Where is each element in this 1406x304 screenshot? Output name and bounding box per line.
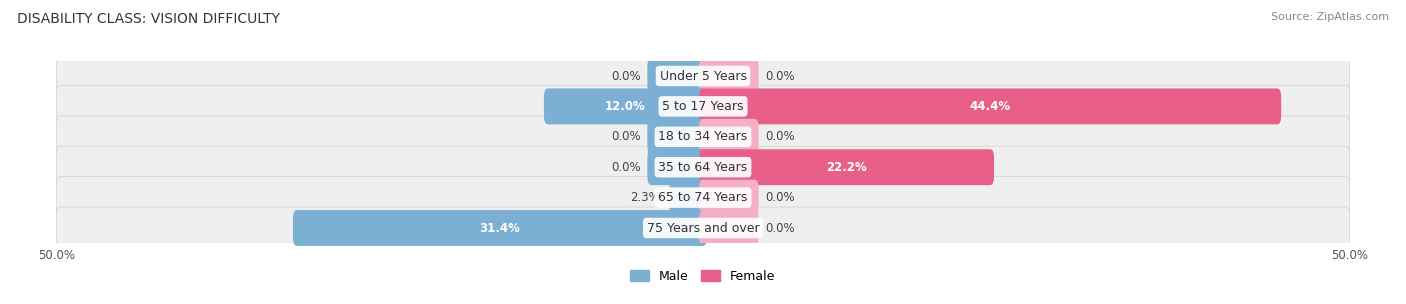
Text: 35 to 64 Years: 35 to 64 Years [658, 161, 748, 174]
FancyBboxPatch shape [699, 88, 1281, 124]
FancyBboxPatch shape [56, 146, 1350, 188]
Text: 5 to 17 Years: 5 to 17 Years [662, 100, 744, 113]
FancyBboxPatch shape [56, 177, 1350, 219]
FancyBboxPatch shape [56, 207, 1350, 249]
Text: 0.0%: 0.0% [612, 130, 641, 143]
Text: 0.0%: 0.0% [765, 222, 794, 234]
Text: 22.2%: 22.2% [827, 161, 868, 174]
Text: 0.0%: 0.0% [765, 70, 794, 82]
Text: 2.3%: 2.3% [630, 191, 661, 204]
Text: 0.0%: 0.0% [765, 191, 794, 204]
Text: 65 to 74 Years: 65 to 74 Years [658, 191, 748, 204]
FancyBboxPatch shape [56, 55, 1350, 97]
Legend: Male, Female: Male, Female [626, 265, 780, 288]
Text: 75 Years and over: 75 Years and over [647, 222, 759, 234]
FancyBboxPatch shape [647, 149, 707, 185]
FancyBboxPatch shape [647, 119, 707, 155]
Text: 31.4%: 31.4% [479, 222, 520, 234]
FancyBboxPatch shape [647, 58, 707, 94]
FancyBboxPatch shape [292, 210, 707, 246]
FancyBboxPatch shape [56, 116, 1350, 158]
FancyBboxPatch shape [669, 180, 707, 216]
FancyBboxPatch shape [56, 85, 1350, 127]
FancyBboxPatch shape [544, 88, 707, 124]
Text: 0.0%: 0.0% [612, 161, 641, 174]
Text: 44.4%: 44.4% [970, 100, 1011, 113]
Text: 18 to 34 Years: 18 to 34 Years [658, 130, 748, 143]
FancyBboxPatch shape [699, 119, 759, 155]
FancyBboxPatch shape [699, 149, 994, 185]
FancyBboxPatch shape [699, 180, 759, 216]
Text: 0.0%: 0.0% [612, 70, 641, 82]
FancyBboxPatch shape [699, 58, 759, 94]
Text: 0.0%: 0.0% [765, 130, 794, 143]
FancyBboxPatch shape [699, 210, 759, 246]
Text: Under 5 Years: Under 5 Years [659, 70, 747, 82]
Text: DISABILITY CLASS: VISION DIFFICULTY: DISABILITY CLASS: VISION DIFFICULTY [17, 12, 280, 26]
Text: Source: ZipAtlas.com: Source: ZipAtlas.com [1271, 12, 1389, 22]
Text: 12.0%: 12.0% [605, 100, 645, 113]
